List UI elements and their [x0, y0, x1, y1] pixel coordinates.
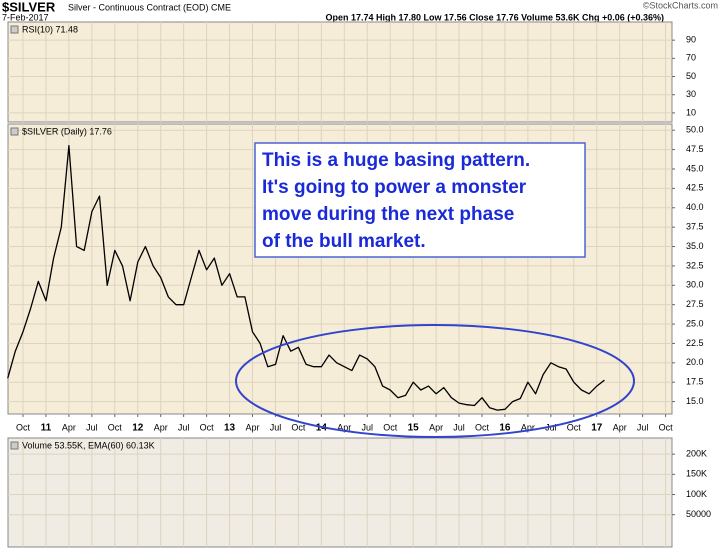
annotation-line: move during the next phase [262, 204, 514, 225]
y-tick-label: 50.0 [686, 125, 704, 135]
y-tick-label: 90 [686, 35, 696, 45]
x-tick-label: Apr [521, 422, 535, 432]
x-tick-label: 15 [408, 423, 420, 434]
x-tick-label: Jul [86, 422, 98, 432]
x-tick-label: Apr [337, 422, 351, 432]
overlay: This is a huge basing pattern. It's goin… [235, 142, 635, 438]
annotation-line: It's going to power a monster [262, 177, 527, 198]
x-tick-label: Jul [453, 422, 465, 432]
y-tick-label: 17.5 [686, 377, 704, 387]
x-tick-label: 11 [41, 423, 52, 434]
x-tick-label: 16 [499, 423, 511, 434]
y-tick-label: 100K [686, 489, 707, 499]
x-tick-label: 13 [224, 423, 236, 434]
date: 7-Feb-2017 [2, 12, 49, 22]
y-tick-label: 30.0 [686, 280, 704, 290]
y-tick-label: 45.0 [686, 163, 704, 173]
panels: 50.0 47.5 45.0 42.5 40.0 37.5 35.0 32.5 30.0 27.5… [7, 21, 711, 548]
x-tick-label: Jul [270, 422, 282, 432]
y-tick-label: 35.0 [686, 241, 704, 251]
x-tick-label: 14 [316, 423, 328, 434]
annotation-line: of the bull market. [262, 231, 426, 252]
price-line [7, 145, 605, 411]
panel-icon [10, 25, 19, 34]
panel-background [7, 437, 673, 548]
x-tick-label: Oct [567, 422, 582, 432]
x-tick-label: 17 [591, 423, 603, 434]
y-tick-label: 25.0 [686, 318, 704, 328]
panel-icon [10, 127, 19, 136]
y-tick-label: 42.5 [686, 183, 704, 193]
quote: Open 17.74 High 17.80 Low 17.56 Close 17… [326, 12, 664, 22]
subtitle: Silver - Continuous Contract (EOD) CME [68, 2, 231, 12]
y-tick-label: 40.0 [686, 202, 704, 212]
basing-ellipse [235, 324, 635, 438]
panel-background [7, 21, 673, 123]
x-tick-label: Apr [245, 422, 259, 432]
annotation-box [254, 142, 586, 258]
y-tick-label: 15.0 [686, 396, 704, 406]
x-tick-label: Oct [475, 422, 490, 432]
x-tick-label: Oct [108, 422, 123, 432]
x-tick-label: Oct [383, 422, 398, 432]
x-tick-label: Jul [361, 422, 373, 432]
y-tick-label: 70 [686, 53, 696, 63]
y-tick-label: 30 [686, 89, 696, 99]
source: ©StockCharts.com [643, 0, 718, 10]
y-tick-label: 200K [686, 449, 707, 459]
y-tick-label: 47.5 [686, 144, 704, 154]
symbol: $SILVER [2, 0, 56, 14]
y-tick-label: 10 [686, 107, 696, 117]
x-tick-label: Apr [154, 422, 168, 432]
y-tick-label: 27.5 [686, 299, 704, 309]
x-tick-label: Oct [200, 422, 215, 432]
x-tick-label: Apr [62, 422, 76, 432]
x-tick-label: 12 [132, 423, 144, 434]
panel-icon [10, 441, 19, 450]
x-tick-label: Oct [291, 422, 306, 432]
x-tick-label: Jul [637, 422, 649, 432]
y-tick-label: 50 [686, 71, 696, 81]
y-tick-label: 32.5 [686, 260, 704, 270]
x-tick-label: Oct [659, 422, 674, 432]
x-tick-label: Jul [178, 422, 190, 432]
y-tick-label: 22.5 [686, 338, 704, 348]
x-tick-label: Apr [613, 422, 627, 432]
panel-label: RSI(10) 71.48 [22, 24, 78, 34]
y-tick-label: 150K [686, 469, 707, 479]
annotation-line: This is a huge basing pattern. [262, 150, 530, 171]
y-tick-label: 37.5 [686, 222, 704, 232]
y-tick-label: 20.0 [686, 357, 704, 367]
x-tick-label: Apr [429, 422, 443, 432]
x-tick-label: Oct [16, 422, 31, 432]
y-tick-label: 50000 [686, 509, 711, 519]
panel-label: $SILVER (Daily) 17.76 [22, 126, 112, 136]
panel-label: Volume 53.55K, EMA(60) 60.13K [22, 440, 155, 450]
